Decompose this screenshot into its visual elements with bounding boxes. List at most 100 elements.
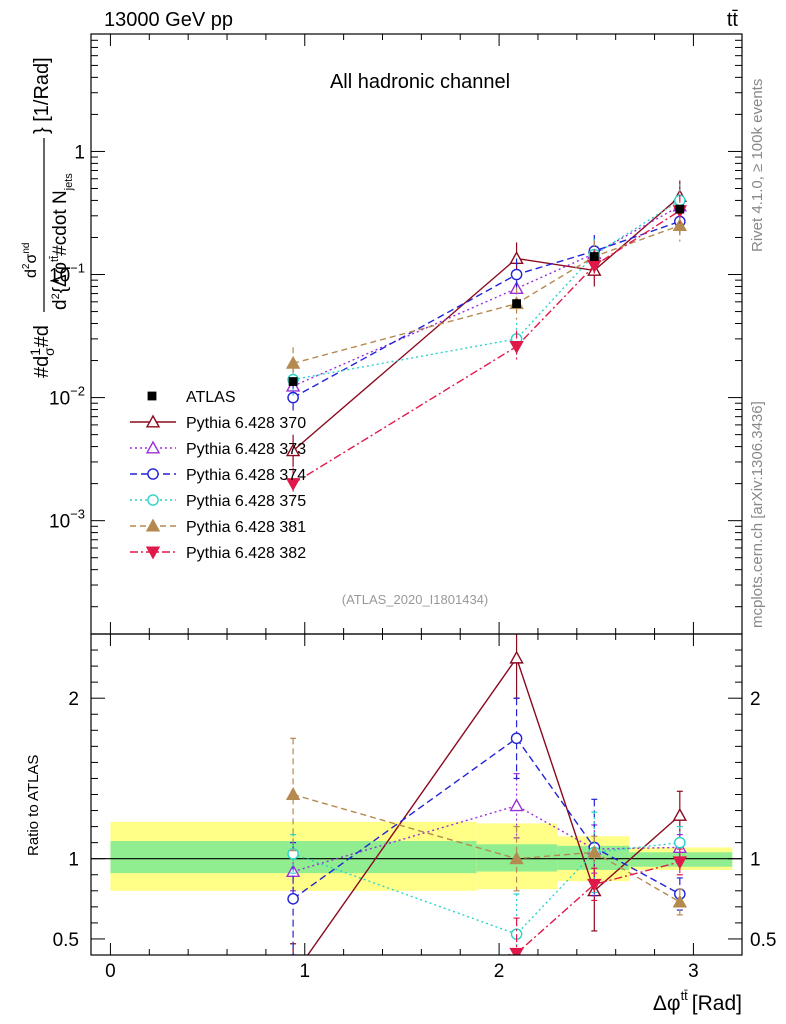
ylabel-part: jets bbox=[63, 173, 75, 192]
legend-entry: Pythia 6.428 381 bbox=[130, 518, 306, 536]
x-tick-label: 1 bbox=[299, 961, 310, 982]
series-pythia-6-428-381 bbox=[285, 209, 688, 380]
legend-marker bbox=[147, 468, 159, 480]
ratio-point bbox=[674, 836, 686, 849]
ratio-point bbox=[587, 878, 602, 892]
x-tick-label: 3 bbox=[688, 961, 699, 982]
svg-text:d2{Δφtt̄#cdot Njets: d2{Δφtt̄#cdot Njets bbox=[49, 173, 75, 310]
legend-label: Pythia 6.428 375 bbox=[186, 493, 306, 510]
ratio-series-layer bbox=[285, 634, 688, 981]
ratio-point bbox=[509, 798, 524, 812]
legend-marker bbox=[145, 546, 161, 560]
svg-text:#d1σ#d: #d1σ#d bbox=[27, 325, 57, 378]
ratio-y-axis-label: Ratio to ATLAS bbox=[25, 755, 42, 856]
ratio-pythia-6-428-382 bbox=[504, 848, 688, 955]
series-pythia-6-428-375 bbox=[287, 184, 686, 396]
legend: ATLAS Pythia 6.428 370 Pythia 6.428 373 Pyt… bbox=[130, 389, 306, 562]
data-point bbox=[509, 341, 524, 354]
y-tick-base: 10 bbox=[49, 512, 70, 533]
legend-entry: Pythia 6.428 382 bbox=[130, 545, 306, 562]
x-axis-label: Δφtt̄ [Rad] bbox=[653, 988, 742, 1015]
xlabel-sup: tt̄ bbox=[681, 988, 689, 1003]
series-line bbox=[292, 196, 681, 452]
ratio-y-tick-label: 2 bbox=[68, 689, 79, 710]
ratio-line bbox=[292, 804, 680, 873]
data-point bbox=[285, 355, 301, 369]
ratio-y-tick-label: 1 bbox=[68, 850, 79, 871]
main-frame bbox=[90, 33, 743, 635]
series-line bbox=[292, 205, 681, 387]
ratio-point bbox=[672, 856, 688, 870]
main-series-layer bbox=[285, 180, 688, 500]
legend-entry: Pythia 6.428 373 bbox=[130, 440, 306, 458]
ratio-y-tick-label-right: 1 bbox=[750, 850, 761, 871]
ratio-y-tick-label: 0.5 bbox=[53, 930, 79, 951]
ylabel-part: d bbox=[50, 299, 71, 310]
mcplots-label: mcplots.cern.ch [arXiv:1306.3436] bbox=[749, 401, 766, 628]
ratio-point bbox=[509, 851, 524, 865]
ylabel-part: 2 bbox=[50, 293, 62, 299]
xlabel-unit: [Rad] bbox=[692, 992, 742, 1015]
analysis-id-label: (ATLAS_2020_I1801434) bbox=[342, 592, 488, 607]
ratio-frame bbox=[90, 633, 743, 956]
legend-entry: Pythia 6.428 374 bbox=[130, 467, 306, 484]
legend-label: Pythia 6.428 382 bbox=[186, 545, 306, 562]
series-pythia-6-428-373 bbox=[285, 190, 688, 403]
ratio-uncertainty-bands bbox=[91, 821, 742, 891]
y-tick-base: 10 bbox=[49, 389, 70, 410]
data-point bbox=[510, 268, 523, 281]
data-point bbox=[287, 391, 299, 404]
y-tick-exponent: −2 bbox=[70, 384, 85, 399]
ratio-point bbox=[510, 732, 523, 745]
legend-marker bbox=[147, 391, 157, 401]
ylabel-part: σ bbox=[41, 347, 57, 356]
ratio-pythia-6-428-381 bbox=[285, 737, 688, 916]
ylabel-part: d bbox=[23, 269, 40, 278]
y-tick-base: 10 bbox=[49, 266, 70, 287]
ylabel-part: } [1/Rad] bbox=[31, 57, 53, 134]
series-pythia-6-428-374 bbox=[287, 205, 686, 414]
ratio-point bbox=[287, 970, 299, 981]
legend-entry: Pythia 6.428 375 bbox=[130, 493, 306, 510]
ratio-line bbox=[504, 861, 680, 955]
legend-marker bbox=[147, 494, 159, 506]
xlabel-main: Δφ bbox=[653, 992, 681, 1015]
ylabel-part: tt̄ bbox=[49, 255, 61, 261]
legend-entry: Pythia 6.428 370 bbox=[130, 414, 306, 432]
ratio-point bbox=[672, 807, 688, 821]
y-tick-exponent: −1 bbox=[70, 261, 85, 276]
series-line bbox=[292, 199, 681, 381]
legend-label: ATLAS bbox=[186, 389, 236, 406]
legend-label: Pythia 6.428 381 bbox=[186, 519, 306, 536]
y-tick-label: 1 bbox=[74, 142, 85, 163]
data-point bbox=[288, 377, 298, 386]
rivet-version-label: Rivet 4.1.0, ≥ 100k events bbox=[749, 79, 766, 252]
y-tick-label: 10−2 bbox=[49, 384, 85, 410]
series-line bbox=[292, 220, 681, 399]
svg-text:d2σnd: d2σnd bbox=[21, 243, 40, 278]
header-process-label: tt̄ bbox=[727, 9, 739, 31]
ratio-y-tick-label-right: 2 bbox=[750, 689, 761, 710]
ratio-line bbox=[306, 656, 681, 955]
ratio-pythia-6-428-370 bbox=[287, 634, 688, 981]
ylabel-part: #d bbox=[31, 356, 53, 378]
legend-label: Pythia 6.428 373 bbox=[186, 441, 306, 458]
data-point bbox=[589, 252, 599, 261]
series-pythia-6-428-370 bbox=[285, 180, 688, 467]
ratio-line bbox=[292, 793, 681, 903]
ratio-point bbox=[285, 787, 301, 800]
ylabel-part: #cdot N bbox=[50, 190, 71, 255]
ylabel-part: nd bbox=[21, 243, 32, 254]
main-y-axis-label: #d1σ#d d2σnd d2{Δφtt̄#cdot Njets } [1/Ra… bbox=[21, 57, 75, 378]
ratio-point bbox=[672, 894, 688, 908]
ylabel-part: 1 bbox=[27, 348, 43, 356]
ratio-y-tick-label-right: 0.5 bbox=[750, 930, 776, 951]
ylabel-part: 2 bbox=[21, 263, 32, 269]
legend-marker bbox=[145, 440, 161, 454]
legend-label: Pythia 6.428 374 bbox=[186, 467, 306, 484]
legend-marker bbox=[145, 414, 161, 428]
data-point bbox=[285, 478, 301, 492]
ylabel-part: σ bbox=[23, 254, 40, 264]
